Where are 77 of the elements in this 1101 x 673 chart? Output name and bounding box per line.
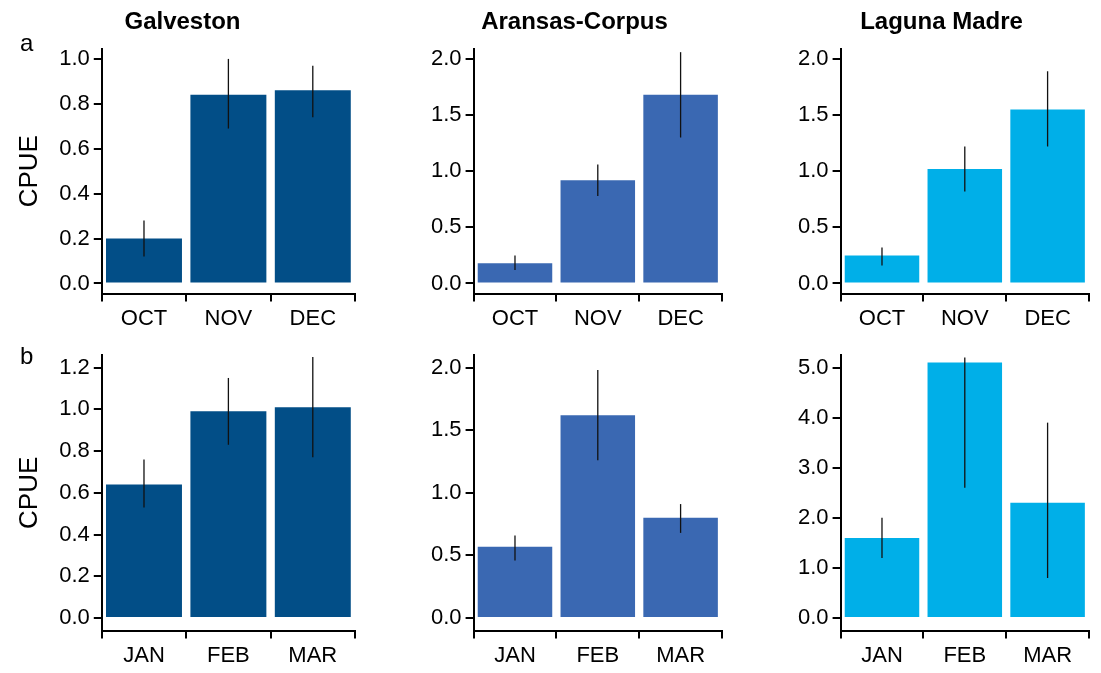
x-tick-label: JAN — [861, 641, 903, 667]
y-tick-label: 1.2 — [59, 353, 90, 379]
y-tick-label: 0.0 — [797, 269, 829, 295]
bar — [477, 263, 553, 283]
y-tick-label: 0.6 — [59, 478, 90, 504]
y-tick-label: 0.0 — [430, 604, 462, 630]
y-tick-label: 0.5 — [797, 213, 829, 239]
text: a — [20, 28, 34, 56]
chart-title: Aransas-Corpus — [481, 7, 668, 35]
y-tick-label: 1.0 — [430, 478, 462, 504]
y-tick-label: 2.0 — [797, 503, 829, 529]
x-tick-label: MAR — [288, 641, 338, 667]
x-tick-label: NOV — [204, 304, 253, 330]
x-tick-label: FEB — [206, 641, 250, 667]
y-tick-label: 0.4 — [59, 520, 90, 546]
bar — [844, 255, 920, 283]
y-tick-label: 1.0 — [797, 554, 829, 580]
x-tick-label: DEC — [289, 304, 337, 330]
bar — [560, 180, 636, 283]
y-tick-label: 0.8 — [59, 89, 90, 115]
x-tick-label: JAN — [123, 641, 165, 667]
y-tick-label: 1.5 — [430, 101, 462, 127]
x-tick-label: MAR — [1023, 641, 1073, 667]
bar — [844, 537, 920, 618]
y-tick-label: 0.2 — [59, 224, 90, 250]
y-tick-label: 1.5 — [797, 101, 829, 127]
x-tick-label: FEB — [576, 641, 620, 667]
y-tick-label: 3.0 — [797, 453, 829, 479]
x-tick-label: OCT — [491, 304, 539, 330]
x-tick-label: NOV — [940, 304, 989, 330]
x-tick-label: FEB — [943, 641, 987, 667]
y-tick-label: 4.0 — [797, 403, 829, 429]
y-tick-label: 0.4 — [59, 179, 90, 205]
y-tick-label: 2.0 — [430, 44, 462, 70]
y-tick-label: 0.5 — [430, 213, 462, 239]
y-tick-label: 5.0 — [797, 353, 829, 379]
y-tick-label: 0.5 — [430, 541, 462, 567]
bar — [927, 168, 1003, 283]
y-axis-title: CPUE — [12, 135, 43, 208]
x-tick-label: MAR — [656, 641, 706, 667]
y-tick-label: 0.0 — [59, 604, 90, 630]
y-tick-label: 1.5 — [430, 416, 462, 442]
text: b — [20, 341, 34, 369]
x-tick-label: JAN — [494, 641, 536, 667]
x-tick-label: NOV — [573, 304, 622, 330]
bar — [274, 90, 351, 283]
bar — [643, 94, 718, 283]
bar — [1010, 109, 1085, 283]
bar — [106, 484, 182, 618]
bar — [190, 94, 267, 283]
y-tick-label: 0.8 — [59, 437, 90, 463]
bar — [1010, 502, 1085, 618]
x-tick-label: DEC — [657, 304, 704, 330]
bar — [560, 415, 636, 618]
x-tick-label: OCT — [858, 304, 906, 330]
y-tick-label: 0.2 — [59, 562, 90, 588]
bar — [274, 407, 351, 618]
y-tick-label: 1.0 — [59, 44, 90, 70]
y-tick-label: 0.6 — [59, 134, 90, 160]
y-tick-label: 1.0 — [797, 157, 829, 183]
chart-title: Galveston — [124, 7, 241, 35]
y-tick-label: 2.0 — [430, 353, 462, 379]
y-tick-label: 2.0 — [797, 44, 829, 70]
chart-title: Laguna Madre — [860, 7, 1023, 35]
bar — [106, 238, 182, 283]
y-tick-label: 1.0 — [59, 395, 90, 421]
bar — [477, 546, 553, 618]
bar — [190, 411, 267, 618]
x-tick-label: OCT — [120, 304, 168, 330]
bar — [927, 362, 1003, 618]
x-tick-label: DEC — [1024, 304, 1071, 330]
bar — [643, 517, 718, 618]
y-tick-label: 0.0 — [59, 269, 90, 295]
y-tick-label: 1.0 — [430, 157, 462, 183]
y-tick-label: 0.0 — [797, 604, 829, 630]
y-tick-label: 0.0 — [430, 269, 462, 295]
y-axis-title: CPUE — [12, 456, 43, 529]
